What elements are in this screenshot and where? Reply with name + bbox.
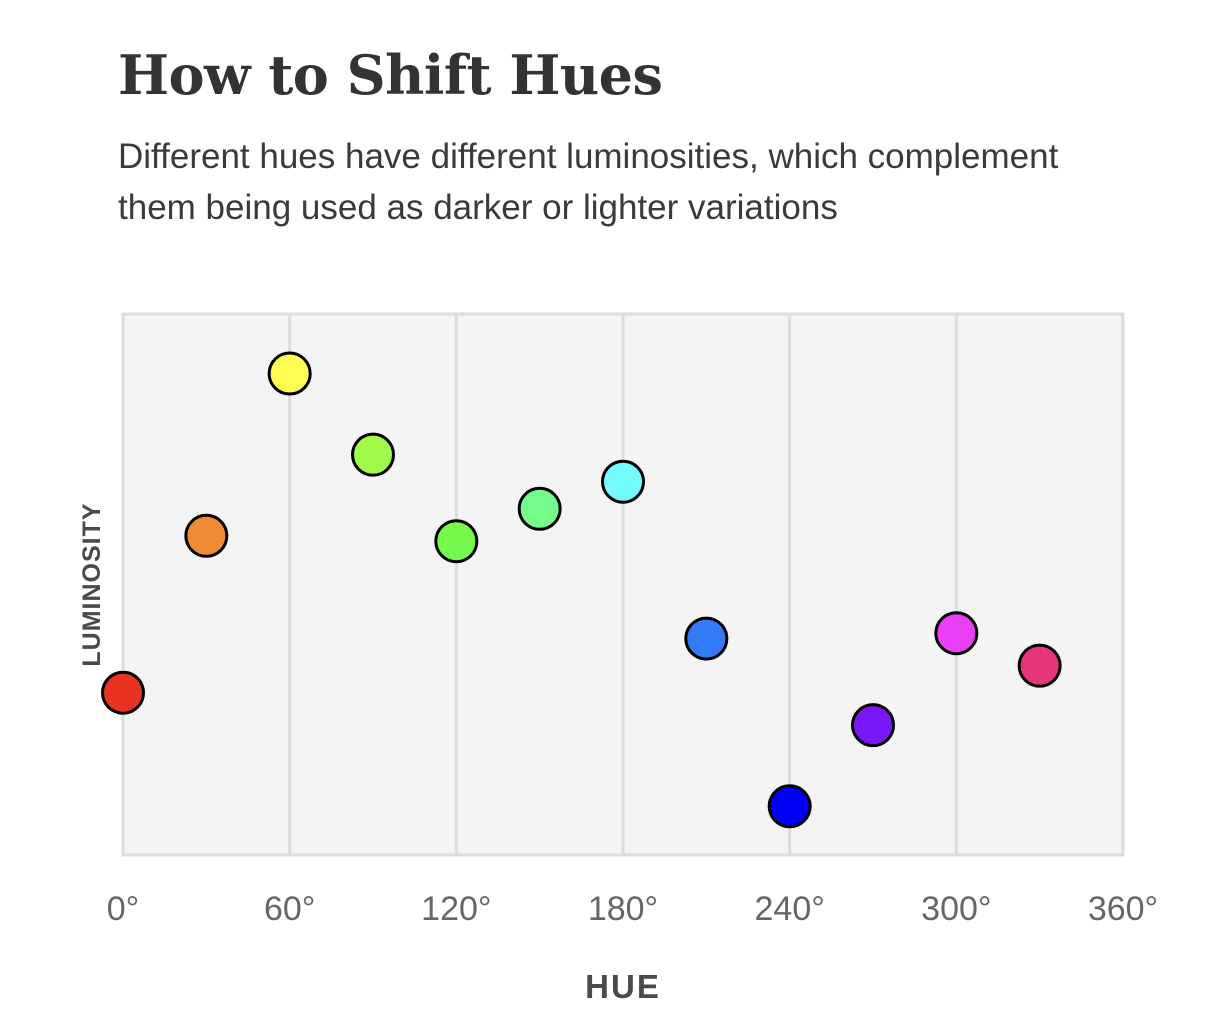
data-point bbox=[767, 784, 812, 829]
x-axis-label: HUE bbox=[585, 968, 661, 1005]
data-point bbox=[434, 519, 479, 564]
chart-subtitle: Different hues have different luminositi… bbox=[118, 137, 1059, 227]
data-point bbox=[351, 432, 395, 477]
data-point bbox=[851, 703, 895, 748]
data-point bbox=[934, 611, 979, 656]
y-axis-label: LUMINOSITY bbox=[78, 502, 106, 666]
x-tick-label: 300° bbox=[921, 890, 991, 928]
x-axis-ticks: 0° 60° 120° 180° 240° 300° 360° bbox=[107, 890, 1158, 928]
x-tick-label: 60° bbox=[264, 890, 315, 928]
x-tick-label: 240° bbox=[755, 890, 825, 928]
vertical-gridlines bbox=[288, 314, 958, 855]
plot-frame bbox=[121, 312, 1125, 857]
x-tick-label: 120° bbox=[421, 890, 491, 928]
data-point bbox=[517, 486, 562, 531]
x-tick-label: 360° bbox=[1088, 890, 1158, 928]
data-point bbox=[601, 459, 645, 504]
data-point bbox=[184, 513, 229, 558]
data-point bbox=[101, 670, 145, 715]
data-point bbox=[267, 351, 312, 396]
chart-title: How to Shift Hues bbox=[118, 43, 663, 107]
x-tick-label: 0° bbox=[107, 890, 140, 928]
data-points bbox=[101, 351, 1062, 829]
data-point bbox=[684, 616, 729, 661]
x-tick-label: 180° bbox=[588, 890, 658, 928]
data-point bbox=[1017, 643, 1062, 688]
